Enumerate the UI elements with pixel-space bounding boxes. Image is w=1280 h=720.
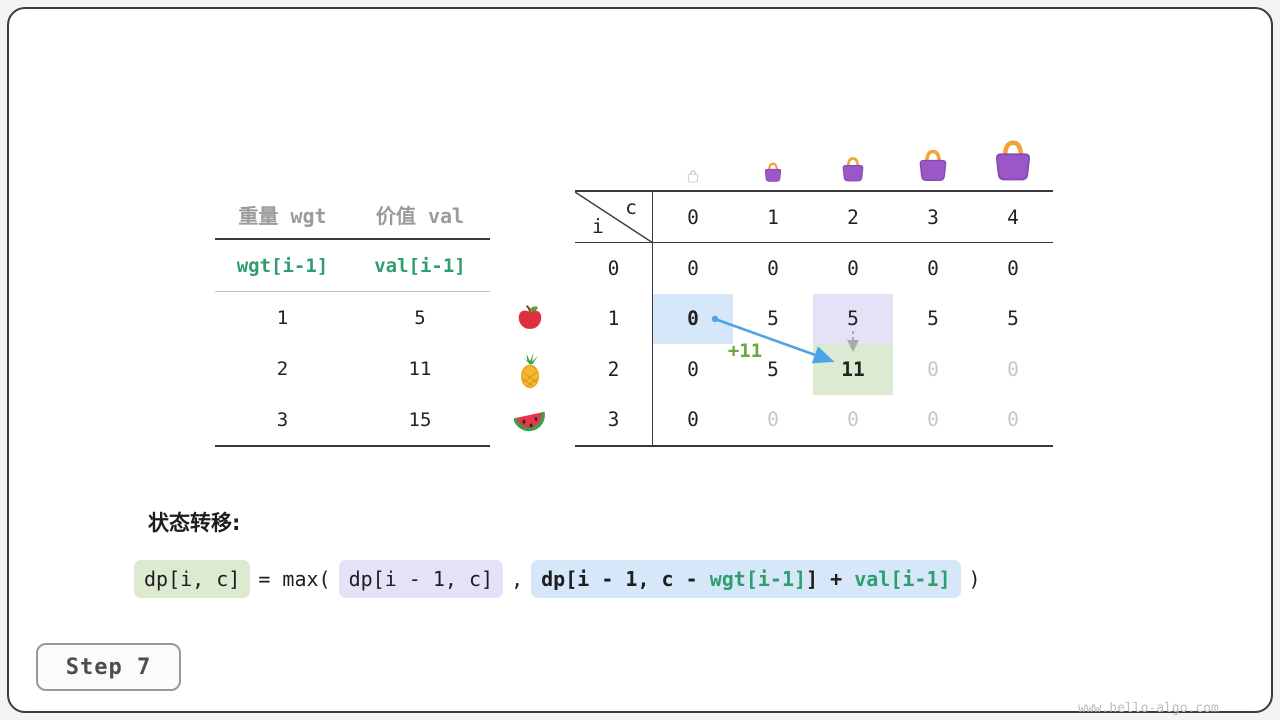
formula-dp-current: dp[i, c] [134, 560, 251, 598]
dp-cell-i2-c4: 0 [1007, 357, 1019, 381]
dp-cell-i2-c2: 11 [813, 344, 893, 395]
formula-eq-max: = max( [258, 567, 331, 591]
dp-cell-i0-c1: 0 [767, 256, 779, 280]
dp-table: c i 0 1 2 3 4 0 0 0 0 0 0 1 0 5 5 5 5 2 0 5 11 0 0 3 0 0 0 0 0 [575, 190, 1053, 447]
dp-cell-i1-c4: 5 [1007, 307, 1019, 331]
items-header-0: 重量 wgt [215, 190, 350, 240]
item-1-val: 11 [408, 357, 432, 380]
transition-formula: dp[i, c] = max( dp[i - 1, c] , dp[i - 1,… [134, 560, 989, 598]
dp-cell-i3-c0: 0 [687, 408, 699, 432]
items-table: 重量 wgt 价值 val wgt[i-1] val[i-1] 1 5 2 11 3 15 [215, 190, 490, 447]
dp-cell-i0-c4: 0 [1007, 256, 1019, 280]
formula-close-paren: ) [968, 567, 981, 591]
bag-icon-4 [973, 137, 1053, 183]
watermelon-icon [512, 406, 548, 440]
formula-dp-skip: dp[i - 1, c] [338, 560, 504, 598]
items-formula-0: wgt[i-1] [215, 240, 350, 292]
dp-col-header-0: 0 [653, 192, 733, 243]
items-formula-1: val[i-1] [350, 240, 490, 292]
formula-take-val: val[i-1] [854, 567, 951, 591]
item-1-wgt: 2 [276, 357, 289, 380]
transition-heading: 状态转移: [148, 511, 241, 535]
step-indicator: Step 7 [36, 643, 181, 691]
dp-row-header-0: 0 [575, 243, 653, 294]
dp-cell-i3-c1: 0 [767, 408, 779, 432]
dp-cell-i3-c3: 0 [927, 408, 939, 432]
formula-take-wgt: wgt[i-1] [709, 567, 807, 591]
dp-row-header-3: 3 [575, 394, 653, 445]
dp-cell-i1-c1: 5 [767, 307, 779, 331]
item-0-wgt: 1 [276, 306, 289, 329]
dp-cell-i0-c0: 0 [687, 256, 699, 280]
formula-take-part2: ] + [806, 567, 855, 591]
bag-icon-3 [893, 137, 973, 183]
dp-cell-i2-c0: 0 [687, 357, 699, 381]
dp-cell-i1-c0: 0 [653, 293, 733, 344]
dp-col-header-4: 4 [973, 192, 1053, 243]
bag-icon-1 [733, 137, 813, 183]
empty-bag-icon-0 [653, 137, 733, 183]
dp-cell-i1-c3: 5 [927, 307, 939, 331]
item-2-wgt: 3 [276, 408, 289, 431]
bag-icon-2 [813, 137, 893, 183]
item-2-val: 15 [408, 408, 432, 431]
items-header-1: 价值 val [350, 190, 490, 240]
item-0-val: 5 [414, 306, 426, 329]
formula-dp-take: dp[i - 1, c - wgt[i-1]] + val[i-1] [531, 560, 961, 598]
dp-row-header-1: 1 [575, 293, 653, 344]
dp-col-header-3: 3 [893, 192, 973, 243]
apple-icon [512, 301, 548, 335]
watermark: www.hello-algo.com [1078, 701, 1219, 716]
row-var-label: i [592, 215, 604, 238]
dp-cell-i0-c3: 0 [927, 256, 939, 280]
dp-cell-i3-c4: 0 [1007, 408, 1019, 432]
pineapple-icon [512, 353, 548, 389]
formula-comma: , [511, 567, 524, 591]
dp-cell-i3-c2: 0 [847, 408, 859, 432]
capacity-bags [653, 137, 1053, 183]
dp-col-header-1: 1 [733, 192, 813, 243]
dp-cell-i2-c3: 0 [927, 357, 939, 381]
dp-row-header-2: 2 [575, 344, 653, 395]
formula-take-part1: dp[i - 1, c - [541, 567, 710, 591]
dp-cell-i0-c2: 0 [847, 256, 859, 280]
dp-col-header-2: 2 [813, 192, 893, 243]
dp-cell-i1-c2: 5 [813, 293, 893, 344]
dp-cell-i2-c1: 5 [767, 357, 779, 381]
col-var-label: c [625, 196, 637, 219]
